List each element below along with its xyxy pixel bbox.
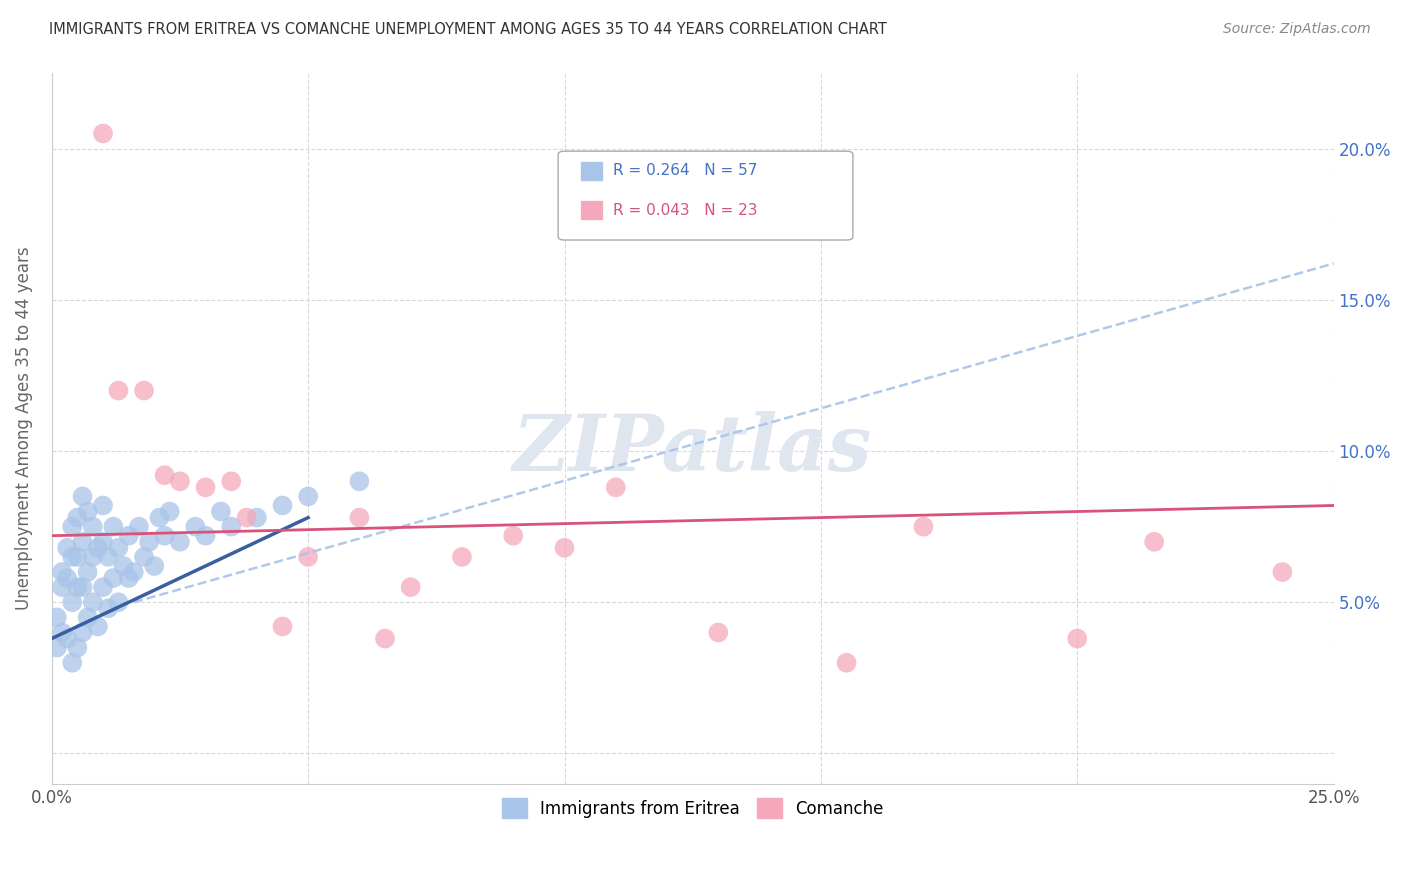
Point [56, 571, 79, 585]
Point [605, 480, 627, 494]
Point [107, 595, 129, 609]
Point [97, 549, 120, 564]
FancyBboxPatch shape [558, 151, 853, 240]
Point [66, 580, 89, 594]
Point [56, 632, 79, 646]
Point [87, 541, 110, 555]
Point [1066, 632, 1088, 646]
Point [91, 580, 114, 594]
Point [72, 580, 94, 594]
Bar [579, 161, 603, 181]
Legend: Immigrants from Eritrea, Comanche: Immigrants from Eritrea, Comanche [495, 791, 890, 825]
Point [60, 656, 83, 670]
Point [51, 625, 73, 640]
Point [132, 384, 155, 398]
Point [835, 656, 858, 670]
Bar [579, 200, 603, 220]
Point [91, 127, 114, 141]
Text: R = 0.043   N = 23: R = 0.043 N = 23 [613, 202, 758, 218]
Point [56, 541, 79, 555]
Point [45, 640, 67, 655]
Point [118, 571, 141, 585]
Point [128, 519, 150, 533]
Y-axis label: Unemployment Among Ages 35 to 44 years: Unemployment Among Ages 35 to 44 years [15, 246, 32, 610]
Point [76, 565, 98, 579]
Point [122, 565, 145, 579]
Point [349, 475, 371, 489]
Point [209, 504, 232, 518]
Point [91, 534, 114, 549]
Point [87, 619, 110, 633]
Point [107, 384, 129, 398]
Text: Source: ZipAtlas.com: Source: ZipAtlas.com [1223, 22, 1371, 37]
Point [1271, 565, 1294, 579]
Point [66, 640, 89, 655]
Point [159, 504, 181, 518]
Point [66, 510, 89, 524]
Point [297, 549, 319, 564]
Point [349, 510, 371, 524]
Point [60, 595, 83, 609]
Point [112, 558, 135, 573]
Point [107, 541, 129, 555]
Point [399, 580, 422, 594]
Point [143, 558, 166, 573]
Text: ZIPatlas: ZIPatlas [513, 411, 872, 488]
Point [82, 595, 104, 609]
Point [912, 519, 935, 533]
Point [118, 529, 141, 543]
Point [72, 625, 94, 640]
Point [103, 571, 125, 585]
Point [169, 534, 191, 549]
Point [76, 504, 98, 518]
Point [235, 510, 257, 524]
Point [138, 534, 160, 549]
Point [66, 549, 89, 564]
Point [153, 468, 176, 483]
Point [153, 529, 176, 543]
Point [194, 529, 217, 543]
Point [97, 601, 120, 615]
Point [451, 549, 474, 564]
Point [553, 541, 575, 555]
Point [374, 632, 396, 646]
Point [51, 580, 73, 594]
Point [707, 625, 730, 640]
Point [132, 549, 155, 564]
Point [51, 565, 73, 579]
Text: IMMIGRANTS FROM ERITREA VS COMANCHE UNEMPLOYMENT AMONG AGES 35 TO 44 YEARS CORRE: IMMIGRANTS FROM ERITREA VS COMANCHE UNEM… [49, 22, 887, 37]
Text: R = 0.264   N = 57: R = 0.264 N = 57 [613, 163, 758, 178]
Point [271, 619, 294, 633]
Point [219, 475, 242, 489]
Point [60, 549, 83, 564]
Point [219, 519, 242, 533]
Point [169, 475, 191, 489]
Point [148, 510, 170, 524]
Point [103, 519, 125, 533]
Point [76, 610, 98, 624]
Point [72, 534, 94, 549]
Point [194, 480, 217, 494]
Point [45, 610, 67, 624]
Point [184, 519, 207, 533]
Point [60, 519, 83, 533]
Point [72, 490, 94, 504]
Point [82, 549, 104, 564]
Point [82, 519, 104, 533]
Point [91, 499, 114, 513]
Point [297, 490, 319, 504]
Point [502, 529, 524, 543]
Point [271, 499, 294, 513]
Point [246, 510, 269, 524]
Point [1143, 534, 1166, 549]
